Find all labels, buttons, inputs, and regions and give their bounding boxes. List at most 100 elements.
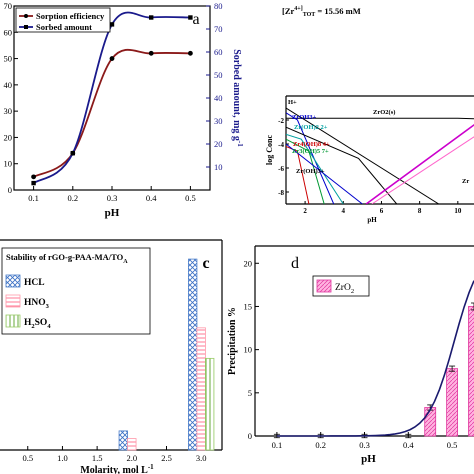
annotation-part: 4+]	[294, 6, 302, 12]
legend-sub: 3	[46, 303, 50, 310]
species-line-2	[286, 112, 335, 204]
plot-frame	[13, 5, 211, 191]
y-right-tick-label: 20	[214, 139, 223, 149]
y-axis-label: log Conc	[265, 135, 274, 165]
legend-box	[1, 247, 151, 335]
panel-b: [Zr4+]TOT = 15.56 mM -2 -4 -6 -8 2 4 6 8 10 pH log …	[265, 6, 474, 224]
data-point	[188, 50, 193, 56]
y-right-tick-label: 40	[214, 93, 223, 103]
y-right-label-sup: -1	[236, 141, 244, 147]
data-point	[149, 15, 154, 20]
y-tick-label: 40	[4, 80, 13, 90]
legend-swatch	[5, 274, 21, 288]
y-tick-label: 0	[8, 185, 12, 195]
x-tick-label: 2.0	[127, 453, 138, 463]
x-axis-label: Molarity, mol L-1	[80, 463, 154, 474]
species-label: Zr(OH)3+	[296, 168, 325, 175]
panel-label-a: a	[192, 11, 199, 28]
annotation-part: = 15.56 mM	[315, 6, 360, 16]
legend-label: Sorption efficiency	[36, 11, 105, 21]
legend-marker	[24, 14, 28, 18]
y-right-tick-label: 70	[214, 24, 223, 34]
x-axis-label: pH	[105, 207, 120, 219]
species-label: ZrO2(s)	[373, 109, 395, 116]
legend-title-sub: A	[123, 259, 128, 265]
y-right-label-main: Sorbed amount, mg g	[231, 49, 242, 141]
x-tick-label: 10	[454, 207, 462, 215]
legend-label: Sorbed amount	[36, 22, 92, 32]
panel-c: 0.5 1.0 1.5 2.0 2.5 3.0 Molarity, mol L-1 c Stab…	[0, 239, 223, 474]
data-point	[188, 15, 193, 20]
data-point	[31, 180, 36, 186]
x-tick-label: 0.5	[447, 440, 458, 450]
bar	[446, 368, 459, 437]
y-right-tick-label: 80	[214, 1, 223, 11]
y-tick-label: 20	[244, 258, 253, 268]
y-tick-label: -8	[278, 189, 284, 197]
x-tick-label: 0.3	[359, 440, 370, 450]
legend-label: HCL	[24, 278, 45, 288]
y-right-tick-label: 50	[214, 70, 223, 80]
species-line-0	[286, 107, 439, 204]
species-label: Zr	[462, 178, 469, 185]
bar	[205, 357, 215, 451]
x-tick-label: 3.0	[196, 453, 207, 463]
series-line-1	[33, 11, 191, 184]
y-tick-label: 0	[248, 431, 252, 441]
legend-swatch	[5, 294, 21, 308]
annotation-part: TOT	[303, 12, 316, 18]
species-label: Zr(OH)2 2+	[294, 124, 328, 131]
y-tick-label: 5	[248, 388, 252, 398]
species-line-5	[286, 145, 310, 204]
x-tick-label: 4	[342, 207, 346, 215]
species-line-6	[286, 126, 398, 204]
species-line-3	[286, 133, 344, 204]
species-label: Zr3(OH)5 7+	[292, 148, 329, 155]
x-tick-label: 6	[380, 207, 384, 215]
y-tick-label: -6	[278, 165, 284, 173]
panel-label-d: d	[291, 255, 299, 272]
x-tick-label: 1.5	[92, 453, 103, 463]
y-tick-label: -4	[278, 141, 284, 149]
bar	[424, 407, 437, 437]
data-point	[109, 22, 115, 27]
panel-d: 0 5 10 15 20 0.1 0.2 0.3 0.4 0.5 pH Precipitation %…	[227, 245, 474, 465]
species-line-8	[365, 123, 474, 204]
legend-box	[15, 7, 111, 33]
legend-d: ZrO2	[312, 275, 370, 297]
data-point	[31, 174, 36, 180]
annotation-part: [Zr	[282, 6, 295, 16]
panel-a: 0 10 20 30 40 50 60 70 10 20 30 40 50 60 70 80 0.1 0.2 0.3…	[4, 1, 245, 219]
y-tick-label: 20	[4, 132, 13, 142]
species-line-7	[286, 143, 363, 204]
x-tick-label: 2	[303, 207, 307, 215]
data-point	[109, 56, 115, 61]
x-tick-label: 8	[418, 207, 422, 215]
y-right-tick-label: 60	[214, 47, 223, 57]
y-tick-label: 10	[4, 159, 13, 169]
legend-swatch	[5, 314, 21, 328]
series-line-0	[33, 48, 191, 178]
y-tick-label: 60	[4, 27, 13, 37]
y-tick-label: 70	[4, 1, 13, 11]
x-tick-label: 1.0	[57, 453, 68, 463]
x-axis-label: pH	[361, 453, 376, 465]
x-tick-label: 0.5	[22, 453, 33, 463]
x-label-sup: -1	[148, 463, 154, 471]
x-axis-label: pH	[367, 216, 377, 224]
x-tick-label: 0.4	[146, 193, 157, 203]
species-label: ZrOH3+	[292, 114, 317, 121]
y-tick-label: 15	[244, 301, 253, 311]
data-point	[70, 151, 75, 156]
legend-swatch	[316, 279, 332, 293]
x-tick-label: 0.2	[67, 193, 78, 203]
y-tick-label: 50	[4, 54, 13, 64]
legend-label: ZrO2	[335, 283, 354, 295]
y-right-tick-label: 30	[214, 116, 223, 126]
y-right-tick-label: 10	[214, 162, 223, 172]
y-tick-label: 10	[244, 345, 253, 355]
data-point	[148, 50, 154, 56]
bar	[127, 438, 137, 451]
